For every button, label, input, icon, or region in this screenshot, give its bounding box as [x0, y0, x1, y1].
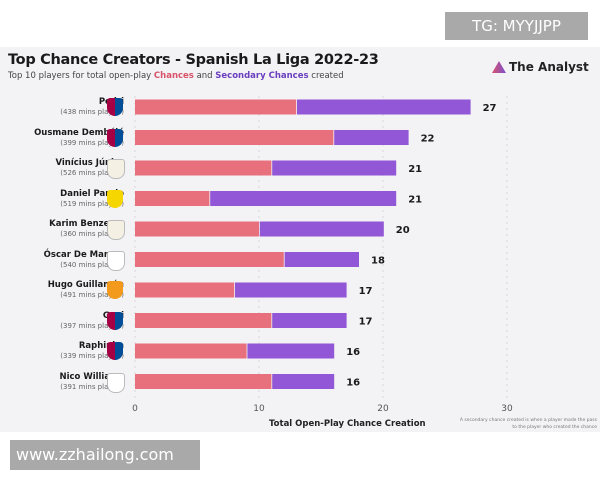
- x-axis-label: Total Open-Play Chance Creation: [269, 419, 426, 429]
- bar-chances: [135, 130, 334, 145]
- player-name: Nico Williams: [59, 371, 124, 382]
- minutes-played: (540 mins played): [60, 260, 124, 269]
- barcelona-crest-icon: [107, 342, 123, 360]
- the-analyst-logo: The Analyst: [492, 60, 589, 74]
- player-label: Nico Williams (391 mins played): [59, 372, 124, 392]
- x-tick-label: 10: [253, 404, 265, 414]
- player-label: Hugo Guillamón (491 mins played): [48, 280, 124, 300]
- bar-secondary-chances: [259, 221, 384, 237]
- chart-title: Top Chance Creators - Spanish La Liga 20…: [8, 52, 379, 68]
- player-label: Raphinha (339 mins played): [60, 341, 124, 361]
- barcelona-crest-icon: [107, 311, 123, 330]
- bar-chances: [135, 252, 284, 267]
- barcelona-crest-icon: [107, 98, 123, 116]
- bar-chances: [135, 282, 235, 298]
- player-name: Vinícius Júnior: [55, 158, 124, 168]
- bar-secondary-chances: [235, 282, 347, 298]
- total-label: 18: [371, 256, 385, 267]
- total-label: 16: [346, 347, 360, 358]
- bar-secondary-chances: [272, 374, 335, 389]
- x-tick-label: 20: [377, 404, 389, 414]
- bar-chances: [135, 160, 272, 176]
- bar-chances: [135, 313, 272, 328]
- barcelona-crest-icon: [107, 128, 123, 147]
- villarreal-crest-icon: [107, 189, 123, 208]
- x-tick-label: 30: [501, 404, 513, 414]
- minutes-played: (491 mins played): [60, 291, 124, 299]
- minutes-played: (360 mins played): [60, 230, 124, 238]
- minutes-played: (397 mins played): [60, 321, 124, 330]
- total-label: 21: [408, 164, 422, 175]
- real-madrid-crest-icon: [107, 159, 125, 179]
- minutes-played: (399 mins played): [60, 138, 124, 147]
- bar-chances: [135, 374, 272, 389]
- minutes-played: (438 mins played): [60, 108, 124, 116]
- total-label: 17: [359, 286, 373, 297]
- player-label: Daniel Parejo (519 mins played): [60, 189, 124, 209]
- bar-chances: [135, 343, 247, 359]
- minutes-played: (519 mins played): [60, 199, 124, 208]
- watermark-top: TG: MYYJJPP: [445, 12, 588, 40]
- total-label: 20: [396, 225, 410, 236]
- bar-chances: [135, 221, 259, 237]
- player-name: Hugo Guillamón: [47, 280, 124, 290]
- bar-chances: [135, 99, 297, 115]
- chart-subtitle: Top 10 players for total open-play Chanc…: [8, 71, 344, 81]
- player-name: Daniel Parejo: [60, 188, 124, 199]
- bar-chances: [135, 191, 210, 206]
- bar-secondary-chances: [334, 130, 409, 145]
- player-label: Ousmane Dembélé (399 mins played): [34, 128, 124, 148]
- player-label: Vinícius Júnior (526 mins played): [55, 158, 124, 178]
- bar-secondary-chances: [272, 313, 347, 328]
- bar-secondary-chances: [210, 191, 397, 206]
- player-name: Raphinha: [78, 341, 124, 351]
- player-label: Karim Benzema (360 mins played): [49, 219, 124, 239]
- athletic-crest-icon: [107, 372, 125, 393]
- minutes-played: (391 mins played): [60, 382, 124, 391]
- minutes-played: (526 mins played): [60, 169, 124, 177]
- bar-secondary-chances: [272, 160, 397, 176]
- athletic-crest-icon: [107, 250, 125, 271]
- minutes-played: (339 mins played): [60, 352, 124, 360]
- footnote: A secondary chance created is when a pla…: [459, 418, 597, 430]
- watermark-bottom: www.zzhailong.com: [10, 440, 200, 470]
- player-name: Karim Benzema: [49, 219, 124, 229]
- valencia-crest-icon: [107, 281, 123, 299]
- total-label: 17: [359, 317, 373, 328]
- total-label: 21: [408, 195, 422, 206]
- player-name: Óscar De Marcos: [43, 249, 124, 260]
- total-label: 27: [483, 103, 497, 114]
- real-madrid-crest-icon: [107, 220, 125, 240]
- bar-secondary-chances: [284, 252, 359, 267]
- total-label: 22: [421, 134, 435, 145]
- total-label: 16: [346, 378, 360, 389]
- bar-secondary-chances: [247, 343, 335, 359]
- player-name: Ousmane Dembélé: [34, 127, 124, 138]
- player-label: Óscar De Marcos (540 mins played): [44, 250, 124, 270]
- bar-secondary-chances: [297, 99, 471, 115]
- x-tick-label: 0: [132, 404, 138, 414]
